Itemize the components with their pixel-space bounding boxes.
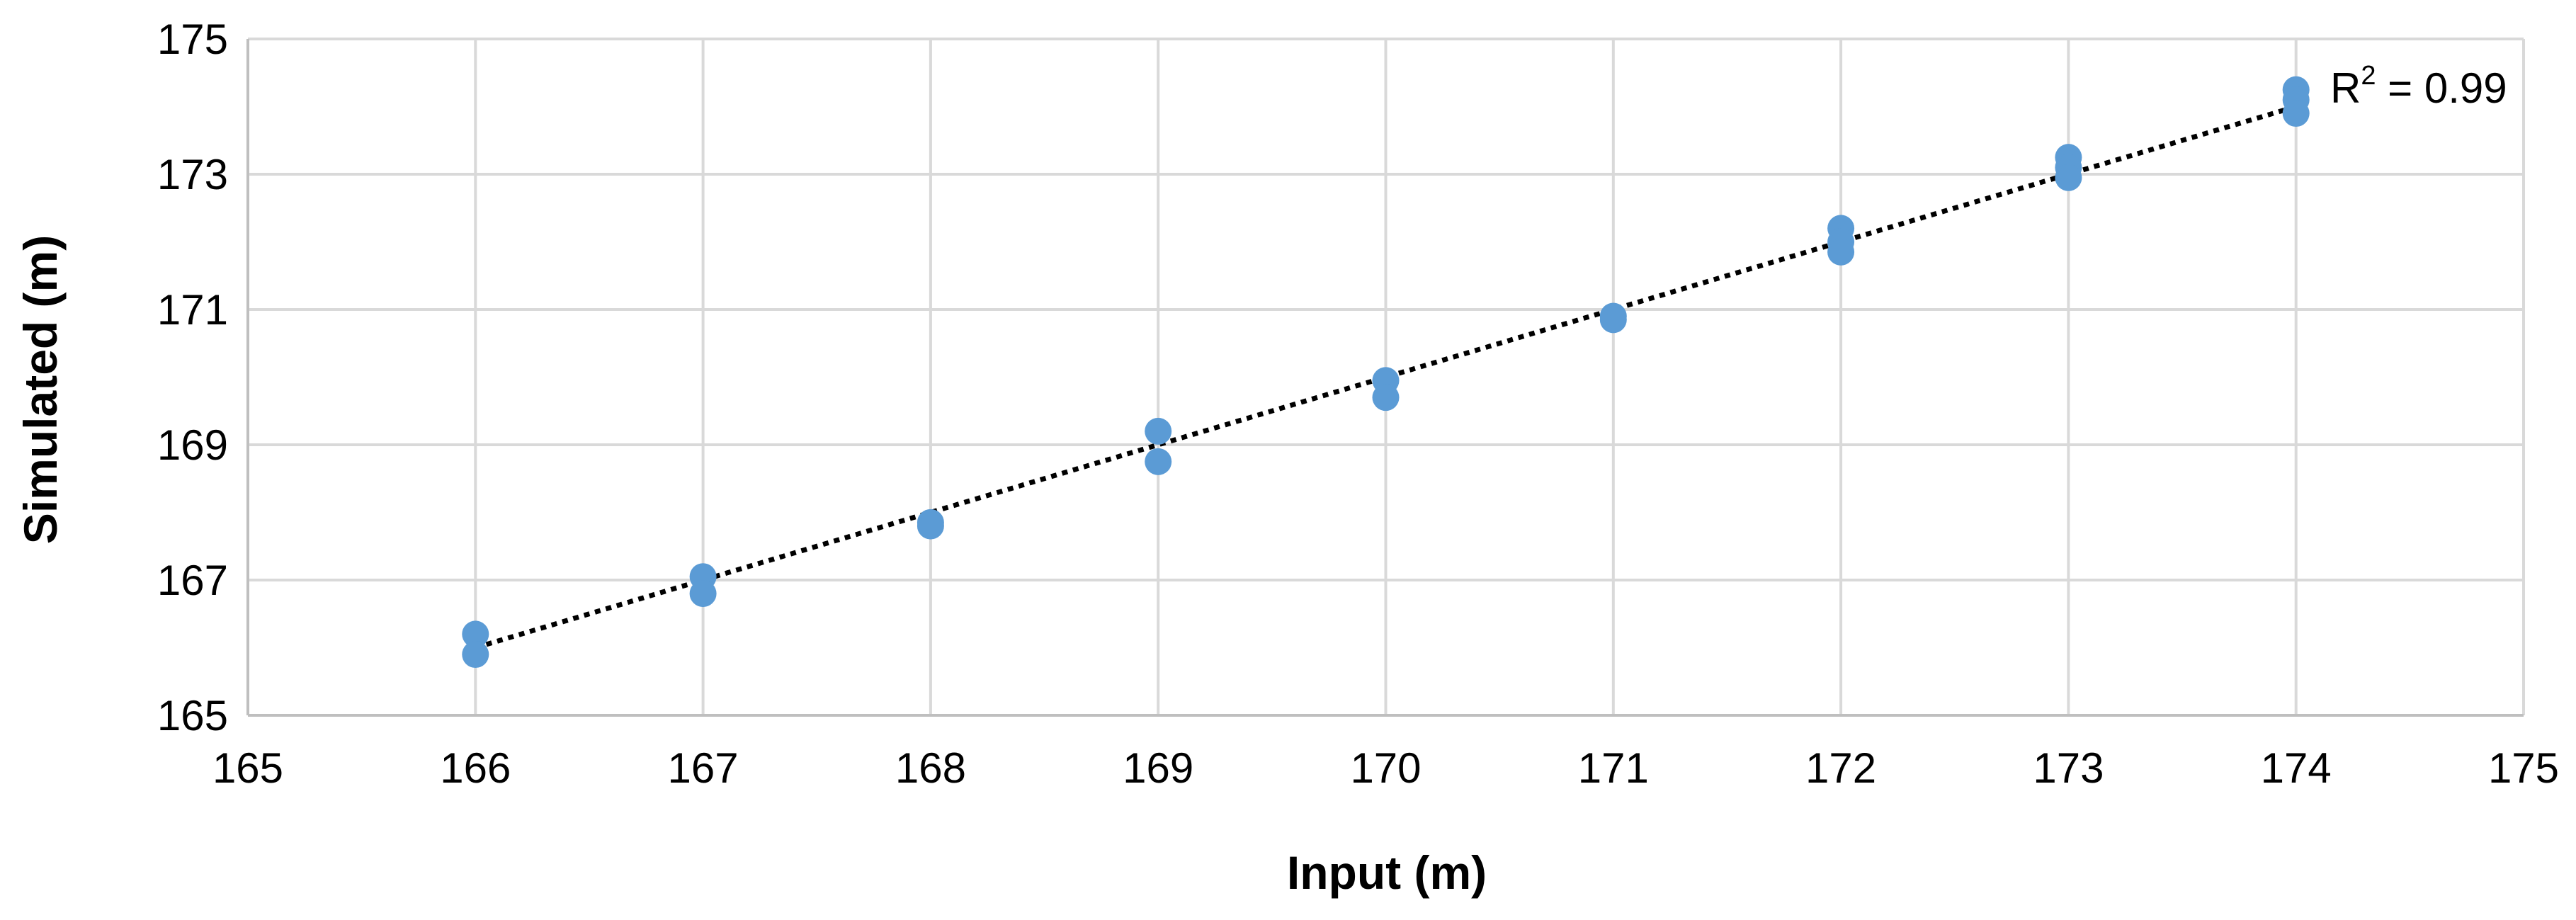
data-point [1372,384,1400,411]
y-tick-label: 175 [157,16,228,63]
tick-labels: 165 166 167 168 169 170 171 172 173 174 175 165 167 1… [157,16,2559,792]
data-point [1145,417,1172,445]
y-tick-label: 169 [157,421,228,469]
data-point [2055,164,2082,191]
data-points [462,76,2310,669]
r-squared-annotation: R2 = 0.99 [2330,61,2507,112]
axes [246,39,2524,717]
x-tick-label: 167 [668,744,739,792]
x-tick-label: 170 [1350,744,1421,792]
x-tick-label: 174 [2261,744,2332,792]
x-tick-label: 168 [895,744,966,792]
data-point [462,641,489,669]
r-squared-label: R [2330,64,2361,112]
y-tick-label: 173 [157,151,228,198]
x-tick-label: 166 [440,744,511,792]
data-point [462,620,489,648]
data-point [917,512,944,540]
x-axis-title: Input (m) [1287,846,1487,899]
y-tick-label: 165 [157,692,228,739]
gridlines [248,38,2525,715]
y-tick-label: 167 [157,557,228,604]
x-tick-label: 172 [1805,744,1876,792]
data-point [1145,448,1172,475]
data-point [1599,306,1627,334]
y-axis-title: Simulated (m) [14,235,67,544]
x-tick-label: 173 [2033,744,2104,792]
y-tick-label: 171 [157,286,228,334]
data-point [2282,100,2310,127]
data-point [1827,238,1855,266]
r-squared-superscript: 2 [2361,61,2376,91]
x-tick-label: 165 [212,744,283,792]
r-squared-value: = 0.99 [2376,64,2507,112]
x-tick-label: 169 [1123,744,1193,792]
data-point [689,580,717,608]
x-tick-label: 175 [2488,744,2559,792]
x-tick-label: 171 [1578,744,1649,792]
